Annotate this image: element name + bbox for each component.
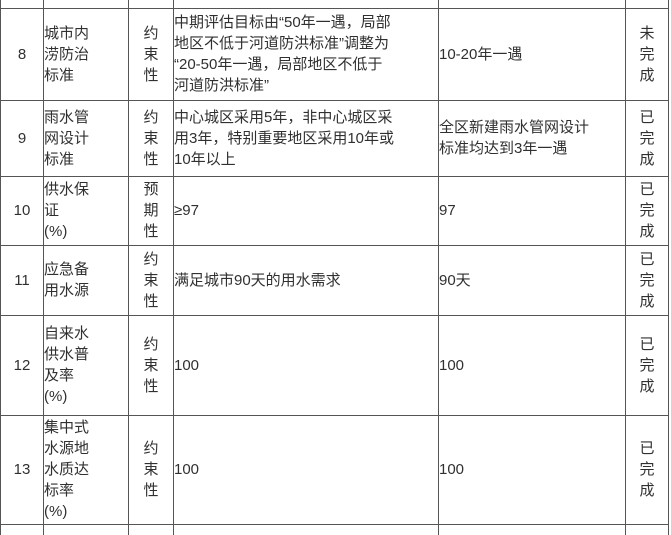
indicator-attribute-cell: 约 束 性	[128, 244, 174, 316]
row-number-cell: 12	[0, 314, 44, 416]
table-row: 8 城市内 涝防治 标准 约 束 性 中期评估目标由“50年一遇，局部 地区不低…	[0, 7, 669, 101]
indicator-name-cell: 城市内 涝防治 标准	[43, 7, 129, 101]
actual-value-cell: 全区新建雨水管网设计 标准均达到3年一遇	[438, 99, 626, 177]
completion-status-cell: 未 完 成	[625, 7, 669, 101]
target-description-cell: 中心城区采用5年，非中心城区采 用3年，特别重要地区采用10年或 10年以上	[173, 99, 439, 177]
completion-status-cell: 已 完 成	[625, 414, 669, 525]
actual-value-cell: 10-20年一遇	[438, 7, 626, 101]
empty-cell	[625, 0, 669, 9]
empty-cell	[438, 523, 626, 535]
row-number-cell: 9	[0, 99, 44, 177]
table-row: 10 供水保 证 (%) 预 期 性 ≥97 97 已 完 成	[0, 175, 669, 246]
indicator-attribute-cell: 预 期 性	[128, 175, 174, 246]
actual-value-cell: 100	[438, 314, 626, 416]
row-number-cell: 13	[0, 414, 44, 525]
empty-cell	[0, 0, 44, 9]
indicator-name-cell: 雨水管 网设计 标准	[43, 99, 129, 177]
empty-cell	[173, 523, 439, 535]
actual-value-cell: 100	[438, 414, 626, 525]
target-description-cell: ≥97	[173, 175, 439, 246]
empty-cell	[0, 523, 44, 535]
target-description-cell: 100	[173, 414, 439, 525]
empty-cell	[43, 523, 129, 535]
empty-cell	[128, 0, 174, 9]
actual-value-cell: 97	[438, 175, 626, 246]
table-row: 11 应急备 用水源 约 束 性 满足城市90天的用水需求 90天 已 完 成	[0, 244, 669, 316]
table-row: 12 自来水 供水普 及率 (%) 约 束 性 100 100 已 完 成	[0, 314, 669, 416]
completion-status-cell: 已 完 成	[625, 99, 669, 177]
empty-cell	[438, 0, 626, 9]
indicator-name-cell: 集中式 水源地 水质达 标率 (%)	[43, 414, 129, 525]
row-number-cell: 8	[0, 7, 44, 101]
indicator-attribute-cell: 约 束 性	[128, 414, 174, 525]
table-row: 9 雨水管 网设计 标准 约 束 性 中心城区采用5年，非中心城区采 用3年，特…	[0, 99, 669, 177]
empty-cell	[128, 523, 174, 535]
actual-value-cell: 90天	[438, 244, 626, 316]
indicator-name-cell: 供水保 证 (%)	[43, 175, 129, 246]
indicator-name-cell: 自来水 供水普 及率 (%)	[43, 314, 129, 416]
partial-row-top	[0, 0, 669, 9]
row-number-cell: 10	[0, 175, 44, 246]
partial-row-bottom	[0, 523, 669, 535]
completion-status-cell: 已 完 成	[625, 244, 669, 316]
target-description-cell: 满足城市90天的用水需求	[173, 244, 439, 316]
empty-cell	[43, 0, 129, 9]
row-number-cell: 11	[0, 244, 44, 316]
indicator-attribute-cell: 约 束 性	[128, 99, 174, 177]
target-description-cell: 中期评估目标由“50年一遇，局部 地区不低于河道防洪标准”调整为 “20-50年…	[173, 7, 439, 101]
completion-status-cell: 已 完 成	[625, 314, 669, 416]
indicator-attribute-cell: 约 束 性	[128, 314, 174, 416]
table-row: 13 集中式 水源地 水质达 标率 (%) 约 束 性 100 100 已 完 …	[0, 414, 669, 525]
indicator-attribute-cell: 约 束 性	[128, 7, 174, 101]
empty-cell	[625, 523, 669, 535]
target-description-cell: 100	[173, 314, 439, 416]
indicator-name-cell: 应急备 用水源	[43, 244, 129, 316]
completion-status-cell: 已 完 成	[625, 175, 669, 246]
empty-cell	[173, 0, 439, 9]
